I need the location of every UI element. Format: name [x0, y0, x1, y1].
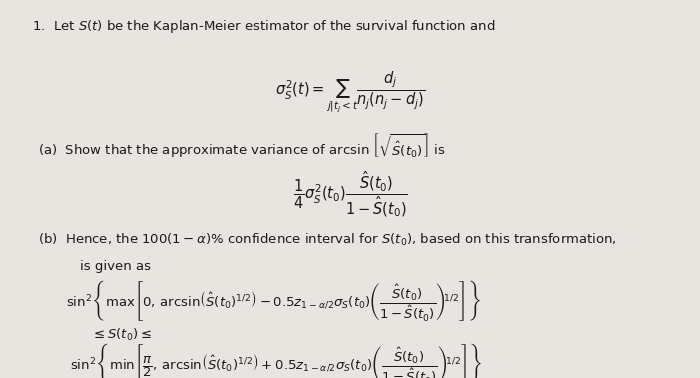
Text: (a)  Show that the approximate variance of arcsin $\left[\sqrt{\hat{S}(t_0)}\rig: (a) Show that the approximate variance o… [38, 131, 446, 160]
Text: $\leq S(t_0) \leq$: $\leq S(t_0) \leq$ [91, 327, 152, 342]
Text: $\dfrac{1}{4}\sigma_S^2(t_0)\dfrac{\hat{S}(t_0)}{1 - \hat{S}(t_0)}$: $\dfrac{1}{4}\sigma_S^2(t_0)\dfrac{\hat{… [293, 170, 407, 220]
Text: is given as: is given as [80, 260, 151, 273]
Text: $\sigma_S^2(t) = \sum_{j|t_j < t} \dfrac{d_j}{n_j(n_j - d_j)}$: $\sigma_S^2(t) = \sum_{j|t_j < t} \dfrac… [275, 70, 425, 115]
Text: $\sin^2\!\left\{\max\left[0,\, \arcsin\!\left(\hat{S}(t_0)^{1/2}\right) - 0.5z_{: $\sin^2\!\left\{\max\left[0,\, \arcsin\!… [66, 278, 480, 323]
Text: 1.  Let $S(t)$ be the Kaplan-Meier estimator of the survival function and: 1. Let $S(t)$ be the Kaplan-Meier estima… [32, 18, 495, 35]
Text: $\sin^2\!\left\{\min\left[\dfrac{\pi}{2},\, \arcsin\!\left(\hat{S}(t_0)^{1/2}\ri: $\sin^2\!\left\{\min\left[\dfrac{\pi}{2}… [70, 341, 483, 378]
Text: (b)  Hence, the $100(1-\alpha)\%$ confidence interval for $S(t_0)$, based on thi: (b) Hence, the $100(1-\alpha)\%$ confide… [38, 232, 617, 248]
